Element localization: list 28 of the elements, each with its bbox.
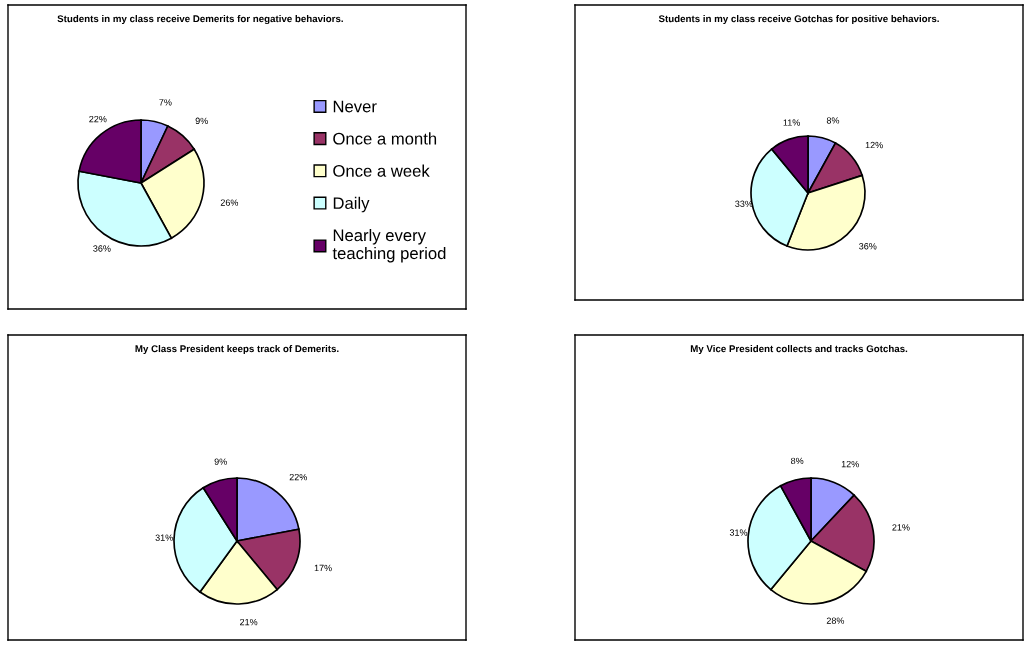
data-label: 21% [240,618,258,626]
data-label: 8% [826,117,840,124]
data-label: 22% [89,115,107,123]
chart-title: My Vice President collects and tracks Gotchas. [690,345,908,355]
chart-title: My Class President keeps track of Demerits. [135,345,339,355]
data-label: 17% [314,564,332,572]
data-label: 28% [826,617,845,624]
data-label: 8% [791,457,804,465]
data-label: 7% [159,99,172,106]
legend-label: Once a month [333,132,437,145]
data-label: 31% [729,529,748,536]
data-label: 26% [220,199,239,206]
legend-label: Daily [333,196,370,213]
data-label: 22% [289,473,307,481]
chart-title: Students in my class receive Demerits for negative behaviors. [57,15,343,25]
legend-label: Nearly every teaching period [332,228,446,263]
data-label: 36% [859,243,877,250]
data-label: 36% [93,245,111,252]
data-label: 21% [892,524,910,531]
data-label: 31% [155,534,173,541]
data-label: 9% [195,117,208,124]
data-label: 9% [214,458,227,465]
data-label: 11% [783,119,800,126]
data-label: 12% [841,460,859,468]
legend-label: Never [333,100,377,113]
legend-label: Once a week [333,164,430,177]
data-label: 12% [865,141,883,149]
chart-title: Students in my class receive Gotchas for positive behaviors. [658,15,939,25]
